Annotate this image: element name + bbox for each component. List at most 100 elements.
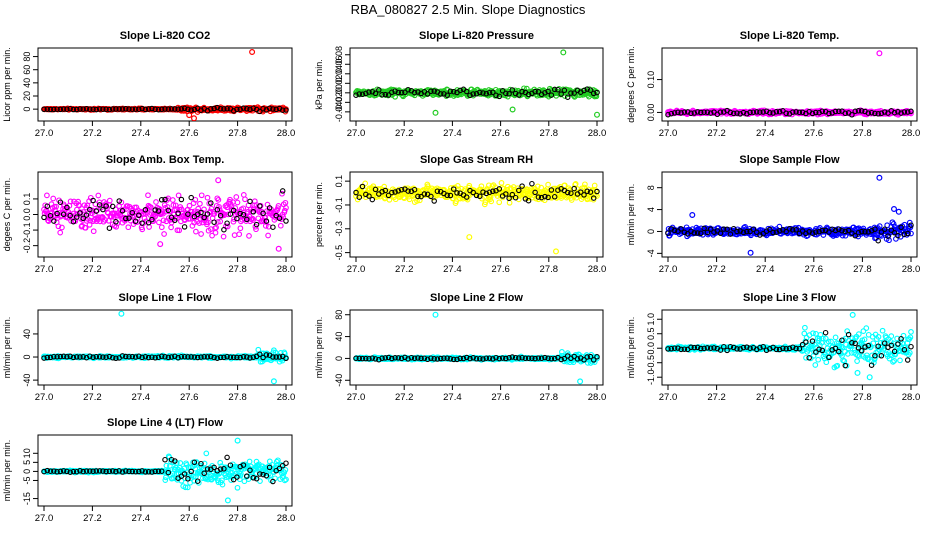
data-point [833,335,838,340]
data-point [909,330,914,335]
x-tick-label: 27.4 [443,392,462,403]
figure: RBA_080827 2.5 Min. Slope Diagnostics Sl… [0,0,936,540]
outlier-point [250,50,255,55]
y-tick-label: -1.0 [646,369,656,385]
x-tick-label: 27.4 [756,264,775,275]
data-point [583,182,588,187]
x-tick-label: 27.4 [132,392,151,403]
x-tick-label: 28.0 [902,128,921,139]
data-point [161,218,166,223]
x-tick-label: 27.6 [180,264,199,275]
data-point [169,225,174,230]
outlier-point [850,313,855,318]
outlier-point [892,207,897,212]
x-tick-label: 27.6 [491,392,510,403]
x-tick-label: 27.0 [659,128,678,139]
overlay-point [520,184,524,188]
y-tick-label: 80 [334,310,344,320]
overlay-point [823,331,827,335]
y-tick-label: 0.0 [22,208,32,221]
plot-frame [350,48,603,121]
data-point [199,193,204,198]
series-points [354,312,600,383]
x-tick-label: 27.4 [443,128,462,139]
x-tick-label: 27.8 [853,128,872,139]
y-tick-label: 10 [22,448,32,458]
data-point [58,230,63,235]
y-axis-label: ml/min per min. [2,317,12,379]
data-point [194,229,199,234]
x-tick-label: 27.8 [228,513,247,524]
series-points [354,50,600,117]
data-point [199,232,204,237]
chart-title: Slope Sample Flow [739,154,840,166]
x-tick-label: 27.0 [35,392,54,403]
outlier-point [158,242,163,247]
chart-title: Slope Amb. Box Temp. [106,154,225,166]
x-tick-label: 27.8 [540,392,559,403]
data-point [162,232,167,237]
data-point [892,359,897,364]
series-points [42,311,289,383]
x-tick-label: 27.8 [228,264,247,275]
x-tick-label: 27.2 [395,128,414,139]
x-tick-label: 27.4 [132,264,151,275]
series-points [354,181,600,254]
outlier-point [510,107,515,112]
data-point [154,200,159,205]
overlay-point [906,358,910,362]
x-tick-label: 27.2 [707,264,726,275]
x-tick-label: 27.8 [228,392,247,403]
x-tick-label: 27.6 [491,264,510,275]
overlay-point [530,182,534,186]
chart-title: Slope Li-820 Pressure [419,30,534,42]
data-point [235,200,240,205]
data-point [880,328,885,333]
x-tick-label: 27.0 [35,128,54,139]
x-tick-label: 27.0 [35,513,54,524]
x-tick-label: 27.6 [180,128,199,139]
y-tick-label: 0 [22,107,32,112]
overlay-point [284,219,288,223]
x-tick-label: 27.4 [132,128,151,139]
x-tick-label: 27.6 [805,264,824,275]
x-tick-label: 28.0 [588,264,607,275]
x-tick-label: 27.2 [395,264,414,275]
x-tick-label: 27.2 [83,264,102,275]
y-tick-label: 40 [22,329,32,339]
y-axis-label: ml/min per min. [2,440,12,502]
x-tick-label: 27.4 [756,128,775,139]
data-point [51,196,56,201]
data-point [279,223,284,228]
data-point [497,200,502,205]
x-tick-label: 27.4 [756,392,775,403]
outlier-point [467,235,472,240]
overlay-point [189,195,193,199]
data-point [238,226,243,231]
y-tick-label: -0.5 [646,355,656,371]
data-point [157,220,162,225]
series-points [42,438,289,503]
y-tick-label: 0.0 [646,342,656,355]
data-point [96,193,101,198]
x-tick-label: 27.2 [83,392,102,403]
outlier-point [867,375,872,380]
data-point [592,183,597,188]
x-tick-label: 27.0 [347,128,366,139]
data-point [146,193,151,198]
x-tick-label: 27.0 [659,392,678,403]
outlier-point [855,371,860,376]
data-point [266,233,271,238]
data-point [232,233,237,238]
x-tick-label: 27.8 [853,264,872,275]
data-point [243,197,248,202]
x-tick-label: 28.0 [277,128,296,139]
data-point [507,201,512,206]
x-tick-label: 27.6 [805,128,824,139]
y-tick-label: 0.1 [22,193,32,206]
data-point [160,225,165,230]
